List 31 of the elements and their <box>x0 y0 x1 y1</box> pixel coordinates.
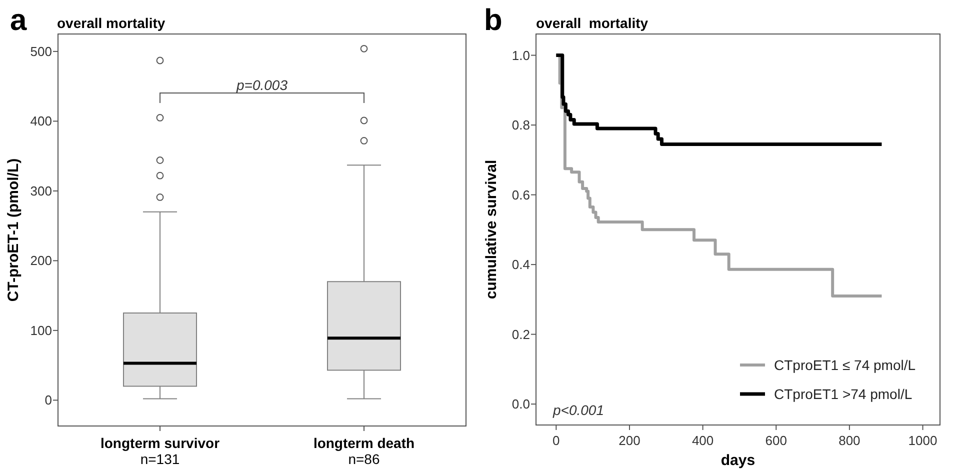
x-tick-label: 400 <box>692 433 714 448</box>
y-axis-title: cumulative survival <box>483 160 500 300</box>
legend-label: CTproET1 ≤ 74 pmol/L <box>774 356 916 373</box>
y-tick-label: 0.0 <box>512 396 530 412</box>
y-tick-label: 300 <box>30 183 52 198</box>
x-tick-label: 800 <box>838 433 860 448</box>
text: b <box>484 4 502 37</box>
y-axis-title: CT-proET-1 (pmol/L) <box>5 158 22 302</box>
x-tick-label: 200 <box>618 433 640 448</box>
y-tick-label: 0.4 <box>512 257 530 272</box>
y-tick-label: 500 <box>30 44 52 59</box>
y-tick-label: 0.2 <box>512 326 530 342</box>
annotation: p<0.001 <box>552 402 604 418</box>
x-tick-label: longterm survivor n=131 <box>100 435 220 467</box>
y-tick-label: 0.6 <box>512 187 530 202</box>
y-tick-label: 100 <box>30 322 52 338</box>
legend-label: CTproET1 >74 pmol/L <box>774 386 912 402</box>
x-axis-title: days <box>720 452 756 469</box>
annotation: p=0.003 <box>236 77 288 93</box>
chart-title: overall mortality <box>536 15 648 31</box>
x-tick-label: 600 <box>765 433 787 448</box>
y-tick-label: 200 <box>30 253 52 268</box>
y-tick-label: 0 <box>44 392 52 408</box>
y-tick-label: 400 <box>30 114 52 129</box>
y-tick-label: 1.0 <box>512 48 530 63</box>
y-tick-label: 0.8 <box>512 118 530 133</box>
x-tick-label: 1000 <box>908 433 938 448</box>
text: a <box>10 4 27 37</box>
x-tick-label: 0 <box>552 433 560 448</box>
x-tick-label: longterm death n=86 <box>313 435 415 467</box>
chart-title: overall mortality <box>57 15 166 31</box>
